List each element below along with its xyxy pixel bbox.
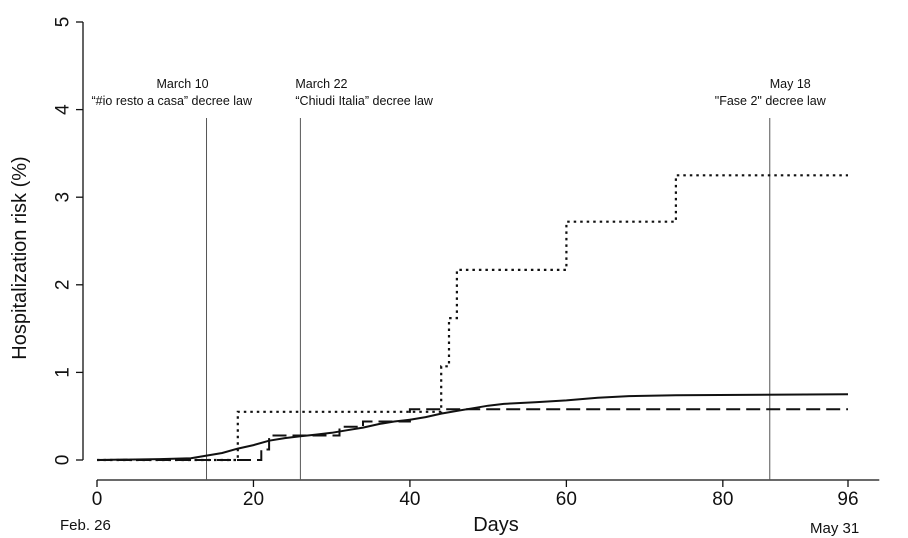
y-tick-label: 4 <box>53 104 74 115</box>
x-tick-label: 0 <box>92 489 103 510</box>
x-tick-label: 60 <box>556 489 577 510</box>
x-tick-label: 80 <box>712 489 733 510</box>
axes: 0 1 2 3 4 5 0 20 40 60 80 96 <box>53 17 880 510</box>
x-tick-label: 96 <box>837 489 858 510</box>
decree-date-label: March 22 <box>295 77 347 91</box>
decree-date-label: May 18 <box>770 77 811 91</box>
decree-name-label: “Chiudi Italia” decree law <box>295 94 434 108</box>
series-line-dashed <box>97 408 848 461</box>
series-line-solid <box>96 393 849 461</box>
y-tick-label: 3 <box>53 192 74 203</box>
labels-group: Hospitalization risk (%) Days Feb. 26 Ma… <box>9 156 859 537</box>
y-tick-label: 1 <box>53 367 74 378</box>
decree-name-label: “#io resto a casa” decree law <box>92 94 253 108</box>
y-tick-label: 0 <box>53 455 74 466</box>
x-tick-label: 20 <box>243 489 264 510</box>
series-group <box>96 174 849 462</box>
end-date-label: May 31 <box>810 520 859 537</box>
series-line-dotted <box>97 174 848 462</box>
y-axis-title: Hospitalization risk (%) <box>9 156 31 359</box>
x-axis-title: Days <box>473 514 519 536</box>
x-tick-label: 40 <box>399 489 420 510</box>
decree-name-label: "Fase 2" decree law <box>715 94 827 108</box>
decree-lines: March 10 “#io resto a casa” decree law Mar… <box>92 77 827 480</box>
decree-date-label: March 10 <box>157 77 209 91</box>
y-tick-label: 5 <box>53 17 74 28</box>
y-tick-label: 2 <box>53 280 74 291</box>
start-date-label: Feb. 26 <box>60 517 111 534</box>
